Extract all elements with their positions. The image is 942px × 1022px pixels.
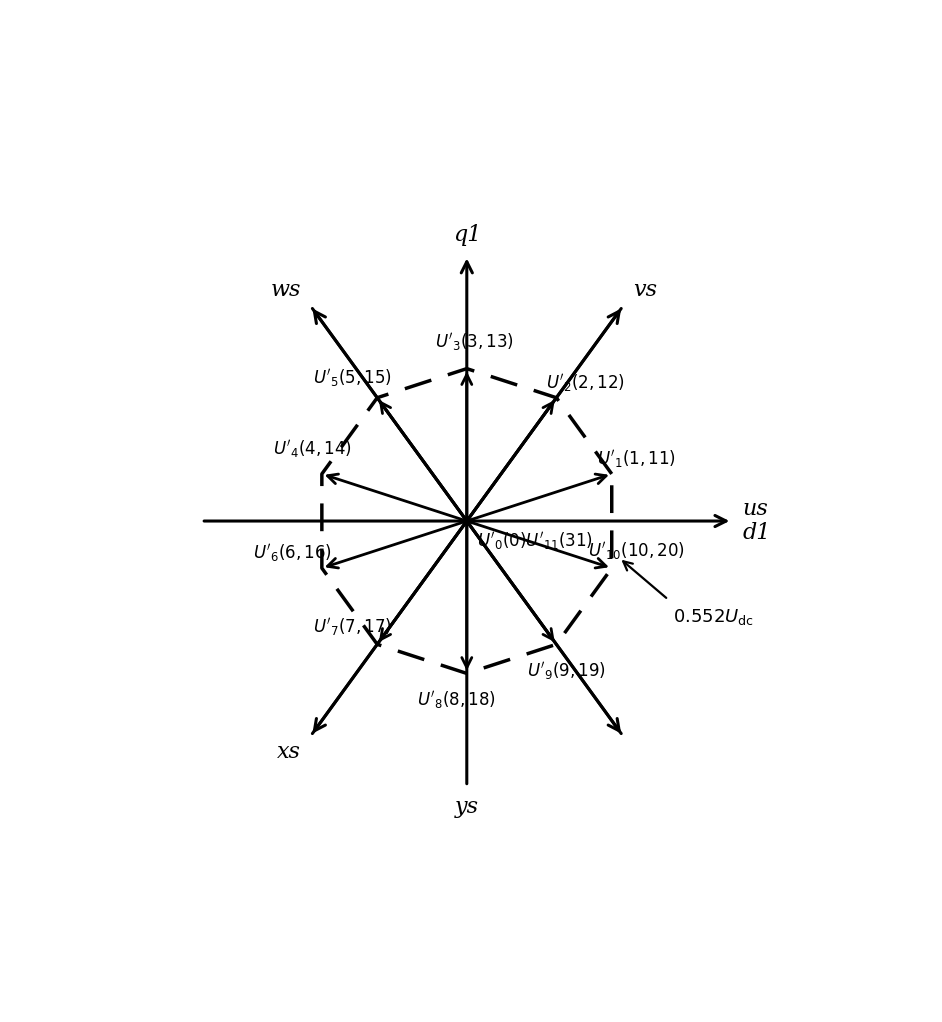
Text: $U'_{9}(9,19)$: $U'_{9}(9,19)$ [527,660,606,683]
Text: $U'_{3}(3,13)$: $U'_{3}(3,13)$ [434,330,513,353]
Text: xs: xs [277,741,300,762]
Text: d1: d1 [742,522,771,545]
Text: ys: ys [455,796,479,819]
Text: q1: q1 [452,224,481,245]
Text: vs: vs [633,279,657,301]
Text: $U'_{4}(4,14)$: $U'_{4}(4,14)$ [272,438,351,460]
Text: $U'_{8}(8,18)$: $U'_{8}(8,18)$ [417,690,496,711]
Text: $U'_{5}(5,15)$: $U'_{5}(5,15)$ [313,367,392,389]
Text: us: us [742,498,768,520]
Text: $U'_{2}(2,12)$: $U'_{2}(2,12)$ [546,372,625,394]
Text: $U'_{0}(0)U'_{11}(31)$: $U'_{0}(0)U'_{11}(31)$ [477,529,593,552]
Text: $U'_{1}(1,11)$: $U'_{1}(1,11)$ [597,449,675,470]
Text: ws: ws [270,279,300,301]
Text: $U'_{6}(6,16)$: $U'_{6}(6,16)$ [252,543,332,564]
Text: $U'_{10}(10,20)$: $U'_{10}(10,20)$ [588,540,685,562]
Text: $U'_{7}(7,17)$: $U'_{7}(7,17)$ [313,616,392,638]
Text: $0.552U_{\mathrm{dc}}$: $0.552U_{\mathrm{dc}}$ [674,607,755,628]
